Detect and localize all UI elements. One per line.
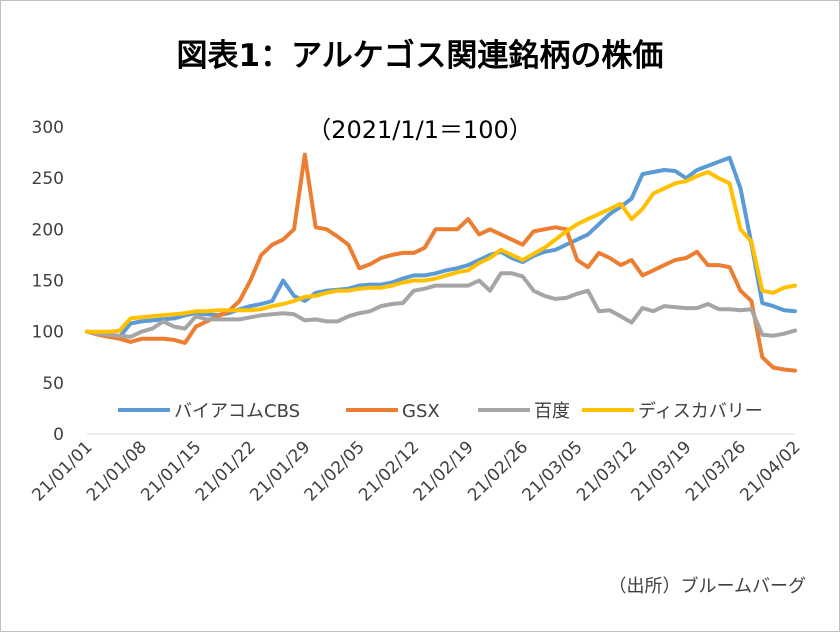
chart-source: （出所）ブルームバーグ <box>608 576 806 597</box>
series-line-1 <box>85 155 797 339</box>
legend-label: 百度 <box>534 401 570 422</box>
chart-subtitle: （2021/1/1＝100） <box>307 116 533 144</box>
legend-label: GSX <box>402 401 440 422</box>
y-tick-label: 250 <box>32 169 64 189</box>
x-tick-label: 21/04/02 <box>736 437 804 505</box>
y-tick-label: 300 <box>32 118 64 138</box>
y-tick-label: 100 <box>32 323 64 343</box>
legend-label: ディスカバリー <box>638 401 763 422</box>
y-tick-label: 50 <box>42 374 64 394</box>
y-tick-label: 150 <box>32 272 64 292</box>
chart-title: 図表1：アルケゴス関連銘柄の株価 <box>176 38 664 74</box>
series-line-4 <box>85 170 797 334</box>
series-line-2 <box>85 152 797 373</box>
y-tick-label: 200 <box>32 220 64 240</box>
legend-label: バイアコムCBS <box>174 401 300 422</box>
y-tick-label: 0 <box>53 425 64 445</box>
series-line-3 <box>85 271 797 339</box>
